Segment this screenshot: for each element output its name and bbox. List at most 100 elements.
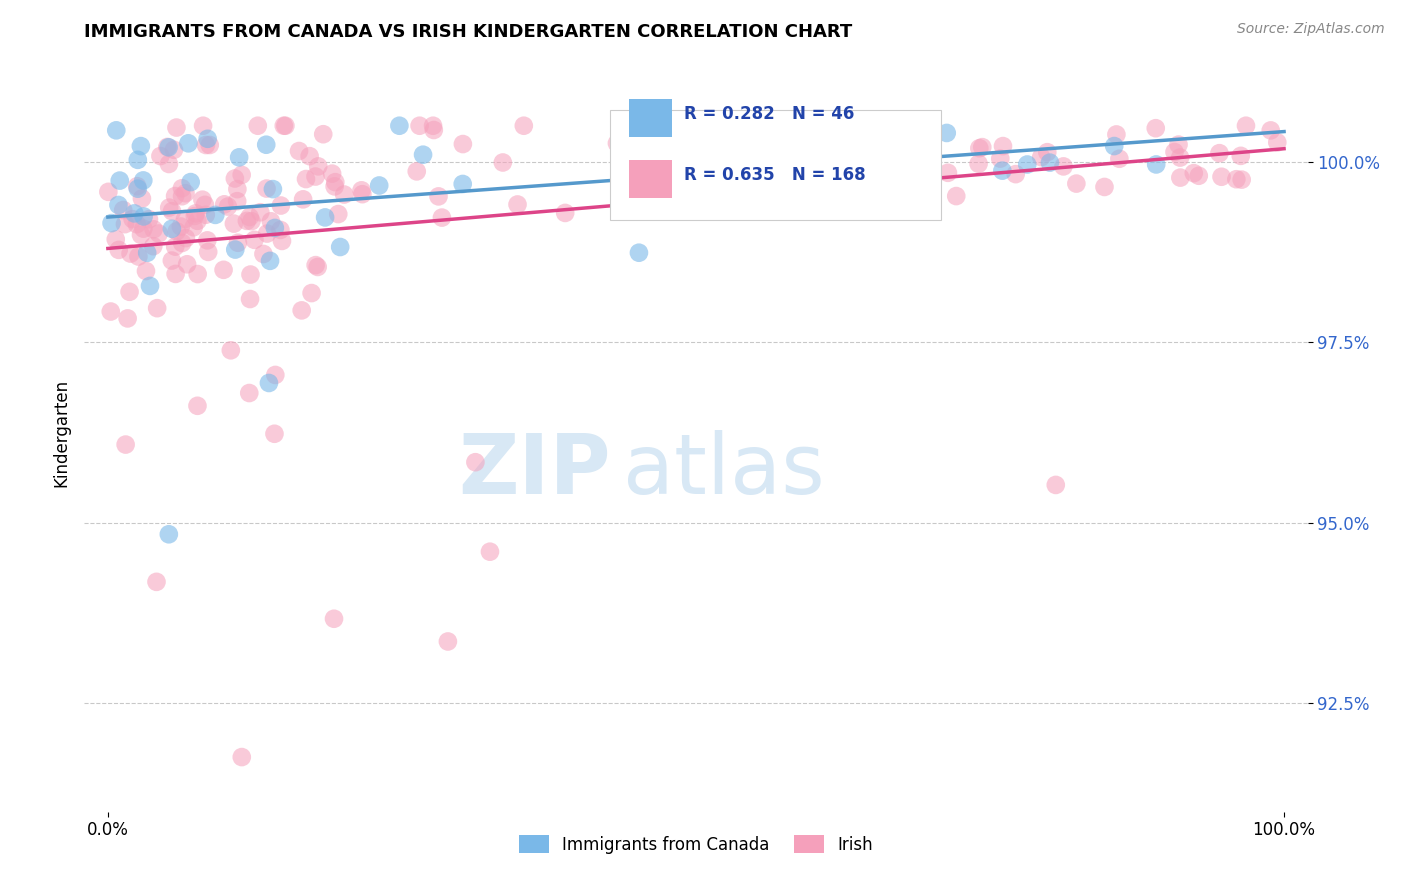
Point (108, 173, 131, 187)
Point (165, 120, 187, 135)
Point (1230, 172, 1253, 186)
Point (195, 233, 218, 247)
Point (506, 197, 529, 211)
Point (224, 171, 246, 186)
Point (240, 214, 263, 228)
Point (1260, 123, 1282, 137)
Point (124, 206, 146, 220)
Point (945, 189, 967, 203)
Point (156, 140, 179, 154)
Point (1036, 145, 1059, 160)
Point (368, 178, 391, 193)
Point (298, 149, 321, 163)
Point (917, 145, 939, 160)
Point (170, 219, 193, 234)
Point (166, 224, 188, 238)
Point (204, 208, 226, 222)
Point (114, 437, 136, 451)
Point (967, 157, 990, 171)
Point (129, 139, 152, 153)
Point (1105, 128, 1128, 142)
Point (1045, 478, 1067, 492)
Point (1004, 167, 1026, 181)
Point (307, 260, 329, 274)
Point (222, 217, 245, 231)
Point (1182, 166, 1205, 180)
Point (114, 217, 136, 231)
Point (170, 189, 193, 203)
Point (259, 253, 281, 268)
Point (177, 136, 200, 151)
Point (405, 164, 427, 178)
Point (853, 128, 876, 143)
Point (129, 227, 152, 242)
Point (149, 149, 172, 163)
Point (876, 134, 898, 148)
Point (198, 138, 221, 153)
Point (121, 212, 143, 227)
Point (714, 119, 737, 133)
Point (328, 207, 350, 221)
Point (238, 386, 260, 401)
Point (187, 267, 209, 281)
Point (194, 208, 217, 222)
Point (323, 179, 346, 194)
Point (1208, 146, 1230, 161)
Point (478, 544, 501, 558)
Point (132, 173, 155, 187)
Point (270, 198, 292, 212)
Point (1108, 152, 1130, 166)
Point (554, 206, 576, 220)
Point (127, 182, 149, 196)
Point (451, 136, 474, 151)
Point (1052, 160, 1074, 174)
Point (184, 209, 207, 223)
Point (264, 368, 287, 382)
Point (105, 123, 128, 137)
Point (323, 612, 346, 626)
Text: R = 0.282   N = 46: R = 0.282 N = 46 (683, 105, 853, 123)
Point (138, 212, 160, 227)
Point (254, 137, 277, 152)
Point (186, 214, 208, 228)
Point (304, 169, 326, 184)
Point (1234, 119, 1257, 133)
Point (191, 119, 214, 133)
Point (321, 167, 343, 181)
Point (170, 181, 193, 195)
Point (239, 210, 262, 224)
Point (314, 211, 336, 225)
Y-axis label: Kindergarten: Kindergarten (52, 378, 70, 487)
Point (194, 138, 217, 153)
Point (412, 147, 434, 161)
Point (107, 198, 129, 212)
Point (97, 185, 120, 199)
Point (256, 181, 278, 195)
Point (846, 162, 869, 177)
Point (606, 136, 628, 151)
Point (692, 122, 714, 136)
Point (231, 168, 253, 182)
Point (125, 217, 148, 231)
Point (135, 264, 157, 278)
Point (224, 243, 246, 257)
Point (991, 139, 1014, 153)
Point (388, 119, 411, 133)
Point (1211, 169, 1233, 184)
Point (262, 182, 284, 196)
Point (117, 311, 139, 326)
Point (219, 343, 242, 358)
Point (131, 192, 153, 206)
Point (226, 182, 249, 196)
Point (165, 189, 187, 203)
FancyBboxPatch shape (610, 111, 941, 220)
Point (301, 286, 323, 301)
Point (132, 210, 155, 224)
Point (823, 122, 845, 136)
Point (139, 279, 162, 293)
Point (323, 175, 346, 189)
Point (408, 119, 430, 133)
Point (807, 189, 830, 203)
Point (145, 574, 167, 589)
Point (423, 123, 446, 137)
